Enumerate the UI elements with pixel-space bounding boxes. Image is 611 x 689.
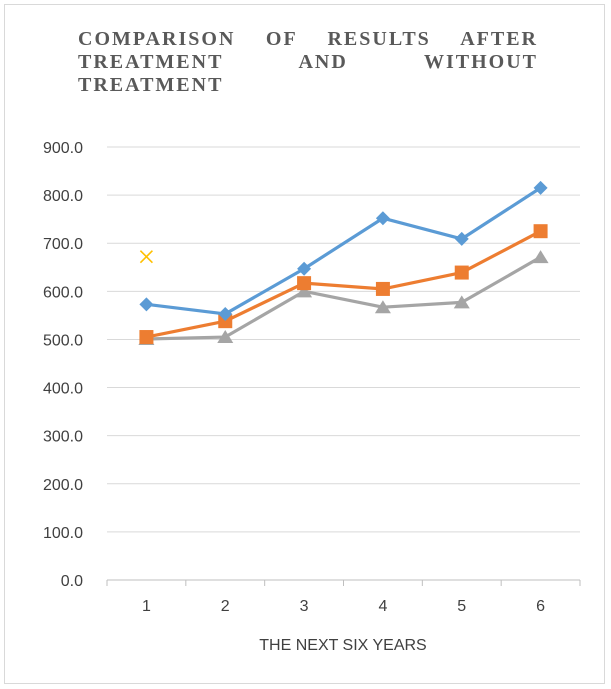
x-tick-label-5: 5 bbox=[457, 598, 466, 615]
series-2-point-5 bbox=[454, 265, 469, 280]
series-2 bbox=[139, 224, 548, 345]
series-1-point-5 bbox=[454, 231, 469, 246]
series-1-line bbox=[146, 186, 542, 316]
series-2-point-2 bbox=[218, 314, 233, 329]
tick-labels: 0.0 100.0 200.0 300.0 400.0 500.0 600.0 700.0 80… bbox=[43, 140, 545, 615]
series-3-point-5 bbox=[453, 295, 470, 309]
y-tick-label-900.0: 900.0 bbox=[43, 140, 83, 157]
series-2-point-3 bbox=[297, 276, 312, 291]
extra-point-1-stroke-b bbox=[139, 250, 153, 264]
series-3-point-3 bbox=[296, 284, 313, 298]
series-1-point-1 bbox=[139, 297, 154, 312]
y-tick-label-400.0: 400.0 bbox=[43, 381, 83, 398]
series-2-point-6 bbox=[533, 224, 548, 239]
y-tick-label-700.0: 700.0 bbox=[43, 236, 83, 253]
y-tick-label-800.0: 800.0 bbox=[43, 188, 83, 205]
chart-frame bbox=[4, 4, 605, 684]
series-3-line bbox=[146, 255, 542, 341]
x-tick-label-2: 2 bbox=[221, 598, 230, 615]
series-3 bbox=[138, 250, 549, 345]
series-3-point-6 bbox=[532, 250, 549, 264]
series-1-point-6 bbox=[533, 180, 548, 195]
axes bbox=[106, 579, 581, 586]
series-1-point-3 bbox=[297, 261, 312, 276]
y-tick-label-300.0: 300.0 bbox=[43, 429, 83, 446]
series-group bbox=[138, 180, 549, 345]
x-tick-label-1: 1 bbox=[142, 598, 151, 615]
series-3-point-2 bbox=[217, 330, 234, 344]
x-axis-title: THE NEXT SIX YEARS bbox=[259, 637, 426, 654]
y-tick-label-500.0: 500.0 bbox=[43, 332, 83, 349]
series-2-point-4 bbox=[375, 281, 390, 296]
y-tick-label-100.0: 100.0 bbox=[43, 525, 83, 542]
x-tick-label-6: 6 bbox=[536, 598, 545, 615]
y-tick-label-600.0: 600.0 bbox=[43, 284, 83, 301]
series-2-point-1 bbox=[139, 330, 154, 345]
series-1-point-2 bbox=[218, 306, 233, 321]
series-2-line bbox=[146, 229, 542, 339]
y-tick-label-200.0: 200.0 bbox=[43, 477, 83, 494]
series-3-point-4 bbox=[374, 300, 391, 314]
y-tick-label-0.0: 0.0 bbox=[61, 573, 83, 590]
x-tick-label-4: 4 bbox=[378, 598, 387, 615]
chart-title: COMPARISON OF RESULTS AFTER TREATMENT AN… bbox=[78, 28, 538, 96]
series-1 bbox=[139, 180, 548, 321]
x-tick-label-3: 3 bbox=[300, 598, 309, 615]
series-1-point-4 bbox=[375, 211, 390, 226]
extra-point-1 bbox=[139, 250, 153, 264]
